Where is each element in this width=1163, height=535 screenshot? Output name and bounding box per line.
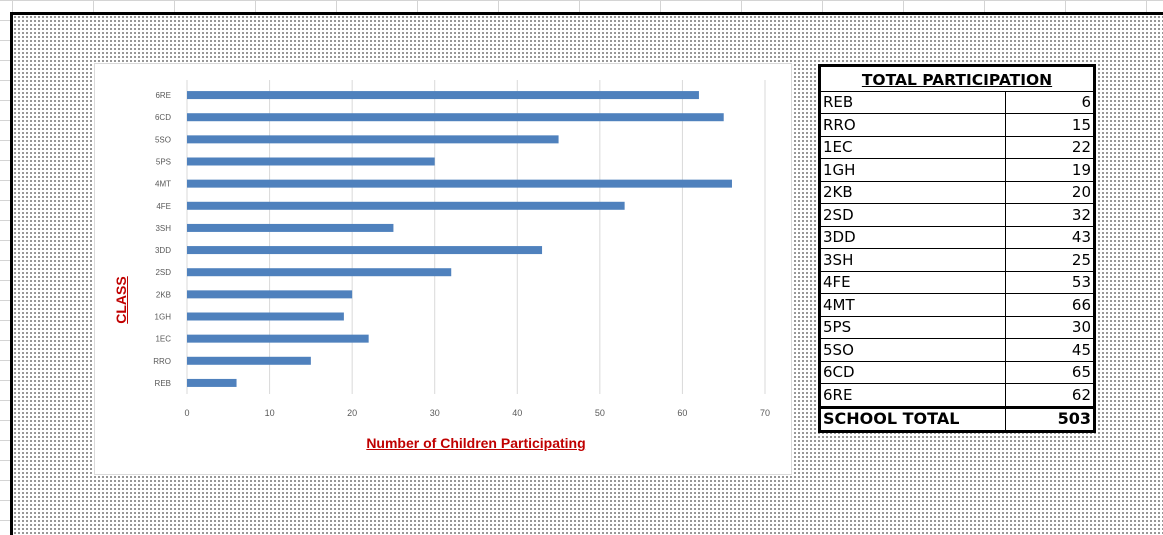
table-cell-count: 25 xyxy=(1005,248,1095,272)
bar xyxy=(187,201,625,210)
table-row: 5PS 30 xyxy=(819,315,1095,339)
table-row: 1EC 22 xyxy=(819,135,1095,159)
x-tick-label: 0 xyxy=(184,408,189,418)
x-tick-label: 10 xyxy=(265,408,275,418)
table-row: 5SO 45 xyxy=(819,338,1095,362)
table-cell-count: 19 xyxy=(1005,158,1095,182)
bar xyxy=(187,312,344,321)
table-row: 6CD 65 xyxy=(819,360,1095,384)
bar xyxy=(187,223,394,232)
table-cell-class: 3SH xyxy=(819,248,1006,272)
table-cell-class: 5SO xyxy=(819,338,1006,362)
y-tick-label: RRO xyxy=(153,357,171,366)
y-tick-label: 3SH xyxy=(155,224,171,233)
table-cell-count: 30 xyxy=(1005,315,1095,339)
y-tick-label: 1EC xyxy=(155,335,171,344)
table-cell-class: 6RE xyxy=(819,383,1006,408)
y-tick-label: 5SO xyxy=(155,135,171,144)
table-cell-count: 6 xyxy=(1005,90,1095,114)
bar xyxy=(187,334,369,343)
y-tick-label: 2KB xyxy=(156,290,171,299)
x-axis-label: Number of Children Participating xyxy=(366,435,586,451)
table-row: 3SH 25 xyxy=(819,248,1095,272)
table-row: 1GH 19 xyxy=(819,158,1095,182)
y-tick-label: 2SD xyxy=(155,268,171,277)
table-cell-count: 43 xyxy=(1005,225,1095,249)
y-tick-label: 5PS xyxy=(156,158,171,167)
y-axis-label: CLASS xyxy=(113,276,129,324)
table-row: 3DD 43 xyxy=(819,225,1095,249)
table-row: 6RE 62 xyxy=(819,383,1095,408)
x-tick-label: 30 xyxy=(430,408,440,418)
table-cell-class: 6CD xyxy=(819,360,1006,384)
table-cell-class: 1GH xyxy=(819,158,1006,182)
table-cell-class: 2SD xyxy=(819,203,1006,227)
bar xyxy=(187,268,452,277)
y-tick-label: 1GH xyxy=(155,313,172,322)
table-total-row: SCHOOL TOTAL 503 xyxy=(819,405,1095,432)
table-cell-class: RRO xyxy=(819,113,1006,137)
y-tick-label: 4MT xyxy=(155,180,171,189)
table-cell-class: REB xyxy=(819,90,1006,114)
table-cell-count: 65 xyxy=(1005,360,1095,384)
table-cell-count: 53 xyxy=(1005,270,1095,294)
bar xyxy=(187,290,353,299)
table-cell-count: 15 xyxy=(1005,113,1095,137)
total-value: 503 xyxy=(1005,405,1095,432)
table-cell-class: 2KB xyxy=(819,180,1006,204)
table-title-row: TOTAL PARTICIPATION xyxy=(819,65,1095,92)
table-cell-class: 4FE xyxy=(819,270,1006,294)
bar-chart[interactable]: 0 10 20 30 40 50 60 70 REB RRO 1EC 1GH 2KB 2SD 3DD 3SH 4… xyxy=(94,63,792,475)
table-cell-class: 4MT xyxy=(819,293,1006,317)
y-tick-label: 4FE xyxy=(156,202,171,211)
chart-canvas: 0 10 20 30 40 50 60 70 REB RRO 1EC 1GH 2KB 2SD 3DD 3SH 4… xyxy=(153,80,770,418)
y-tick-label: REB xyxy=(155,379,171,388)
bar xyxy=(187,179,732,188)
x-tick-label: 20 xyxy=(347,408,357,418)
y-tick-label: 3DD xyxy=(155,246,171,255)
y-tick-label: 6RE xyxy=(155,91,171,100)
table-cell-count: 20 xyxy=(1005,180,1095,204)
table-row: 2KB 20 xyxy=(819,180,1095,204)
x-tick-label: 70 xyxy=(760,408,770,418)
table-cell-count: 32 xyxy=(1005,203,1095,227)
bar xyxy=(187,378,237,387)
table-cell-class: 5PS xyxy=(819,315,1006,339)
x-tick-label: 40 xyxy=(512,408,522,418)
bar xyxy=(187,113,724,122)
table-row: RRO 15 xyxy=(819,113,1095,137)
table-row: 4FE 53 xyxy=(819,270,1095,294)
participation-table: TOTAL PARTICIPATION REB 6 RRO 15 1EC 22 1GH 19 2… xyxy=(818,64,1096,433)
bar xyxy=(187,135,559,144)
bar xyxy=(187,246,543,255)
table-cell-count: 22 xyxy=(1005,135,1095,159)
table-cell-count: 66 xyxy=(1005,293,1095,317)
table-title: TOTAL PARTICIPATION xyxy=(819,65,1095,92)
y-tick-label: 6CD xyxy=(155,113,171,122)
bar xyxy=(187,157,435,166)
table-cell-count: 45 xyxy=(1005,338,1095,362)
bar xyxy=(187,356,311,365)
table-cell-class: 1EC xyxy=(819,135,1006,159)
table-cell-count: 62 xyxy=(1005,383,1095,408)
table-row: 4MT 66 xyxy=(819,293,1095,317)
bar xyxy=(187,91,699,100)
table-row: REB 6 xyxy=(819,90,1095,114)
table-cell-class: 3DD xyxy=(819,225,1006,249)
total-label: SCHOOL TOTAL xyxy=(819,405,1006,432)
x-tick-label: 50 xyxy=(595,408,605,418)
x-tick-label: 60 xyxy=(677,408,687,418)
table-row: 2SD 32 xyxy=(819,203,1095,227)
